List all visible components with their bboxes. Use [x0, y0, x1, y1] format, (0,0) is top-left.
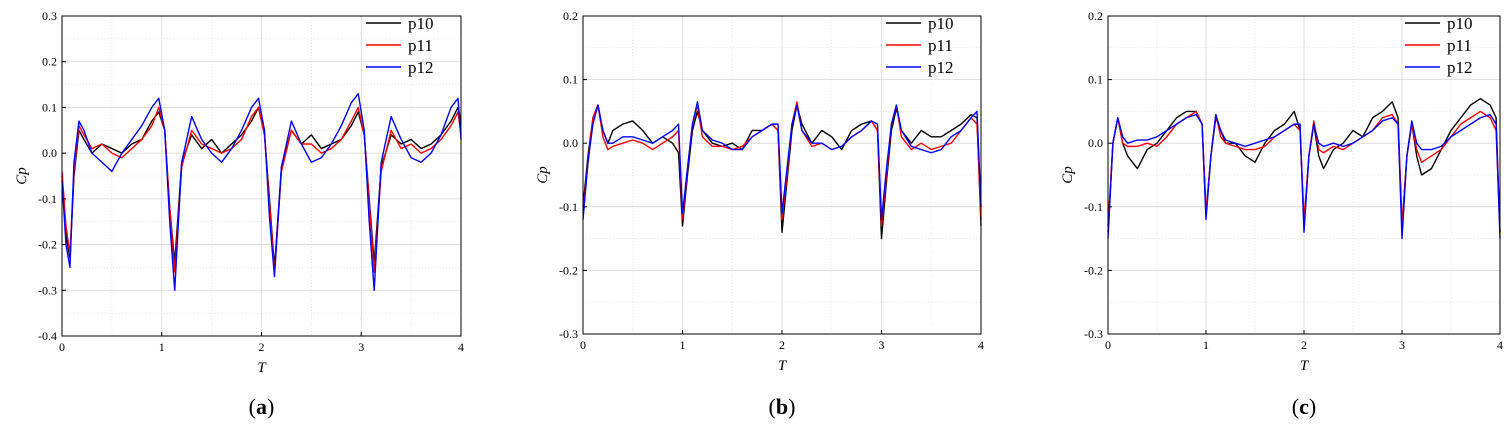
- x-tick-label: 4: [1497, 338, 1503, 352]
- legend-label-p11: p11: [928, 36, 953, 55]
- y-tick-label: -0.1: [38, 192, 57, 206]
- x-tick-label: 4: [458, 340, 464, 354]
- x-tick-label: 2: [259, 340, 265, 354]
- panel-label-open: (: [769, 394, 776, 419]
- panel-label-close: ): [1309, 394, 1316, 419]
- legend-label-p12: p12: [928, 58, 954, 77]
- legend: p10 p11 p12: [1405, 14, 1473, 77]
- y-tick-label: 0.1: [1088, 73, 1103, 87]
- y-tick-label: 0.0: [1088, 136, 1103, 150]
- legend-label-p12: p12: [408, 58, 434, 77]
- legend: p10 p11 p12: [366, 14, 434, 77]
- panel-label-close: ): [267, 394, 274, 419]
- panel-label: (b): [769, 394, 796, 419]
- y-tick-label: -0.3: [559, 327, 578, 341]
- x-tick-label: 0: [59, 340, 65, 354]
- x-tick-label: 3: [1399, 338, 1405, 352]
- legend-label-p11: p11: [1447, 36, 1472, 55]
- x-tick-label: 4: [978, 338, 984, 352]
- x-tick-label: 2: [1301, 338, 1307, 352]
- y-tick-label: 0.1: [42, 100, 57, 114]
- chart-panel-c: 0 1 2 3 4 -0.3 -0.2 -0.1 0.0 0.1 0.2 T Cp p10 p11 p12 (c…: [1060, 9, 1503, 419]
- panel-label-close: ): [788, 394, 795, 419]
- panel-label-letter: c: [1299, 394, 1309, 419]
- legend-label-p10: p10: [928, 14, 954, 33]
- series-line-p12: [1107, 113, 1501, 240]
- y-tick-label: 0.2: [42, 55, 57, 69]
- y-tick-label: -0.2: [38, 238, 57, 252]
- y-tick-label: -0.2: [1084, 263, 1103, 277]
- panel-label-open: (: [249, 394, 256, 419]
- y-axis-title: Cp: [14, 167, 30, 185]
- x-tick-label: 2: [779, 338, 785, 352]
- y-tick-label: 0.3: [42, 9, 57, 23]
- y-axis-title: Cp: [535, 166, 551, 184]
- y-tick-label: -0.2: [559, 263, 578, 277]
- y-tick-label: 0.0: [563, 136, 578, 150]
- y-tick-label: -0.3: [38, 283, 57, 297]
- chart-panel-b: 0 1 2 3 4 -0.3 -0.2 -0.1 0.0 0.1 0.2 T Cp p10 p11 p12 (b…: [535, 9, 984, 419]
- legend: p10 p11 p12: [886, 14, 954, 77]
- series-line-p11: [61, 106, 462, 273]
- panel-label: (c): [1292, 394, 1316, 419]
- x-tick-label: 0: [580, 338, 586, 352]
- panel-label-letter: a: [256, 394, 267, 419]
- x-tick-label: 1: [1203, 338, 1209, 352]
- y-tick-label: -0.4: [38, 329, 57, 343]
- y-tick-label: 0.2: [1088, 9, 1103, 23]
- y-axis-title: Cp: [1060, 166, 1076, 184]
- legend-label-p11: p11: [408, 36, 433, 55]
- y-tick-label: 0.2: [563, 9, 578, 23]
- panel-label: (a): [249, 394, 275, 419]
- chart-panel-a: 0 1 2 3 4-0.4-0.3-0.2-0.10.00.10.20.3TCpp10p…: [14, 9, 464, 419]
- y-tick-label: -0.1: [559, 200, 578, 214]
- x-tick-label: 1: [159, 340, 165, 354]
- panel-label-letter: b: [776, 394, 788, 419]
- legend-label-p12: p12: [1447, 58, 1473, 77]
- x-tick-label: 1: [680, 338, 686, 352]
- panel-label-open: (: [1292, 394, 1299, 419]
- x-axis-title: T: [257, 360, 267, 376]
- y-tick-label: -0.3: [1084, 327, 1103, 341]
- x-tick-label: 3: [879, 338, 885, 352]
- y-tick-label: 0.0: [42, 146, 57, 160]
- y-tick-label: -0.1: [1084, 200, 1103, 214]
- series-line-p12: [582, 101, 982, 221]
- legend-label-p10: p10: [1447, 14, 1473, 33]
- series-line-p12: [61, 93, 462, 291]
- x-axis-title: T: [778, 358, 788, 374]
- x-tick-label: 3: [358, 340, 364, 354]
- x-axis-title: T: [1300, 358, 1310, 374]
- legend-label-p10: p10: [408, 14, 434, 33]
- x-tick-label: 0: [1105, 338, 1111, 352]
- y-tick-label: 0.1: [563, 73, 578, 87]
